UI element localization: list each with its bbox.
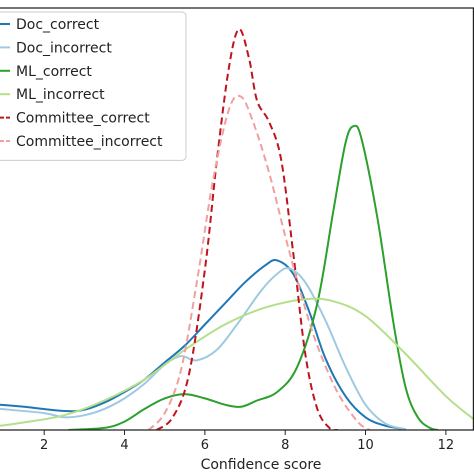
x-tick-label-2: 2 bbox=[40, 438, 48, 453]
legend-label-ml-correct: ML_correct bbox=[16, 64, 92, 80]
legend-box bbox=[0, 11, 187, 161]
legend-label-doc-correct: Doc_correct bbox=[16, 17, 100, 33]
legend-label-doc-incorrect: Doc_incorrect bbox=[16, 40, 112, 56]
series-line-ml-correct bbox=[68, 124, 439, 430]
series-line-committee-incorrect bbox=[147, 94, 371, 430]
series-line-ml-incorrect bbox=[0, 297, 474, 427]
legend-label-committee-incorrect: Committee_incorrect bbox=[16, 134, 163, 150]
series-line-doc-correct bbox=[0, 259, 406, 430]
x-tick-label-6: 6 bbox=[201, 438, 209, 453]
x-tick-label-12: 12 bbox=[438, 438, 455, 453]
series-line-committee-correct bbox=[156, 28, 338, 430]
x-axis-label: Confidence score bbox=[201, 457, 322, 473]
plot-lines bbox=[0, 28, 474, 430]
series-line-doc-incorrect bbox=[0, 267, 406, 430]
x-tick-label-8: 8 bbox=[281, 438, 289, 453]
legend: Doc_correct Doc_incorrect ML_correct ML_inc… bbox=[0, 11, 187, 161]
axes: 2 4 6 8 10 12 bbox=[0, 7, 474, 453]
x-tick-label-10: 10 bbox=[357, 438, 374, 453]
legend-label-ml-incorrect: ML_incorrect bbox=[16, 87, 105, 103]
x-tick-label-4: 4 bbox=[120, 438, 128, 453]
legend-label-committee-correct: Committee_correct bbox=[16, 111, 150, 127]
